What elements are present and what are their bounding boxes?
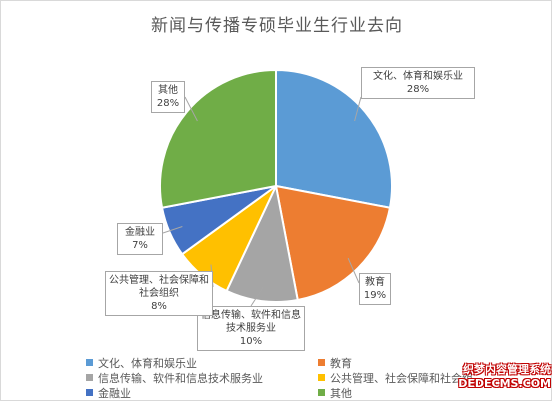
callout-public-label: 公共管理、社会保障和社会组织 (109, 275, 209, 299)
legend-item-education: 教育 (318, 357, 352, 371)
legend-swatch-it (86, 374, 93, 381)
leader-line-other (184, 96, 198, 122)
leader-line-education (347, 257, 360, 284)
watermark-line1: 织梦内容管理系统 (463, 363, 551, 376)
callout-education: 教育 19% (359, 273, 391, 305)
callout-public-pct: 8% (151, 301, 167, 312)
legend-label-public: 公共管理、社会保障和社会组 (330, 372, 473, 385)
callout-public: 公共管理、社会保障和社会组织 8% (105, 271, 213, 316)
legend-item-it: 信息传输、软件和信息技术服务业 (86, 372, 263, 386)
callout-other-pct: 28% (156, 98, 180, 109)
legend-item-finance: 金融业 (86, 387, 131, 401)
legend-swatch-culture (86, 359, 93, 366)
pie-slice-it (225, 182, 299, 303)
callout-it-label: 信息传输、软件和信息技术服务业 (201, 310, 301, 334)
legend-swatch-other (318, 389, 325, 396)
legend-swatch-education (318, 359, 325, 366)
legend-label-other: 其他 (330, 387, 352, 400)
callout-education-label: 教育 (365, 277, 385, 288)
chart-legend: 文化、体育和娱乐业 教育 信息传输、软件和信息技术服务业 公共管理、社会保障和社… (86, 357, 526, 401)
legend-item-culture: 文化、体育和娱乐业 (86, 357, 197, 371)
leader-line-it (250, 286, 264, 307)
pie-slice-other (159, 68, 277, 209)
legend-label-it: 信息传输、软件和信息技术服务业 (98, 372, 263, 385)
callout-education-pct: 19% (363, 290, 387, 301)
legend-label-culture: 文化、体育和娱乐业 (98, 357, 197, 370)
callout-finance-pct: 7% (132, 240, 148, 251)
legend-label-finance: 金融业 (98, 387, 131, 400)
leader-line-finance (162, 226, 183, 234)
chart-title: 新闻与传播专硕毕业生行业去向 (151, 16, 403, 36)
legend-label-education: 教育 (330, 357, 352, 370)
callout-culture-label: 文化、体育和娱乐业 (373, 71, 463, 82)
callout-other-label: 其他 (158, 85, 178, 96)
watermark-line2: DEDECMS.COM (458, 377, 551, 390)
legend-swatch-finance (86, 389, 93, 396)
callout-it-pct: 10% (239, 336, 263, 347)
callout-finance-label: 金融业 (125, 227, 155, 238)
legend-swatch-public (318, 374, 325, 381)
pie-slice-education (274, 184, 392, 302)
legend-item-other: 其他 (318, 387, 352, 401)
legend-item-public: 公共管理、社会保障和社会组 (318, 372, 473, 386)
callout-culture: 文化、体育和娱乐业 28% (361, 67, 475, 99)
callout-other: 其他 28% (151, 81, 185, 113)
pie-slice-culture (275, 68, 393, 209)
callout-culture-pct: 28% (406, 84, 430, 95)
watermark-logo: 织梦内容管理系统 DEDECMS.COM (441, 363, 551, 399)
callout-it: 信息传输、软件和信息技术服务业 10% (197, 306, 305, 351)
leader-line-culture (354, 96, 362, 122)
callout-finance: 金融业 7% (117, 223, 163, 255)
